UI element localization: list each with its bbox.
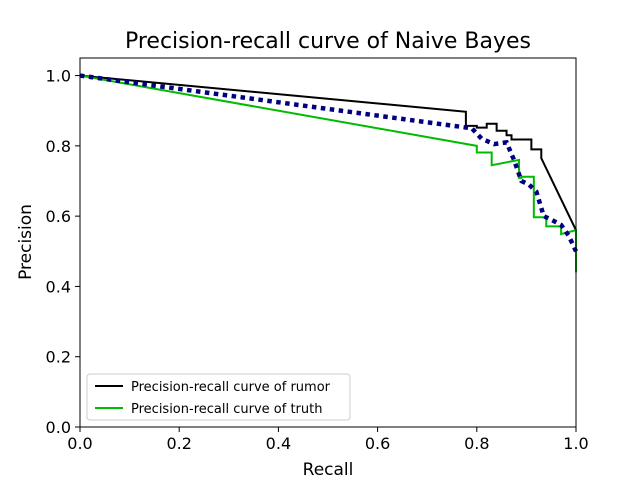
- y-tick-label: 0.4: [46, 277, 71, 296]
- x-axis-label: Recall: [303, 460, 354, 480]
- x-tick-label: 0.4: [266, 434, 291, 453]
- y-tick-label: 0.6: [46, 207, 71, 226]
- series-line-2: [79, 74, 577, 273]
- x-tick-label: 1.0: [563, 434, 588, 453]
- series-line-1: [79, 74, 577, 231]
- plot-area: [79, 73, 579, 273]
- y-axis-label: Precision: [16, 204, 36, 280]
- y-tick-label: 0.8: [46, 137, 71, 156]
- x-axis: 0.0 0.2 0.4 0.6 0.8 1.0: [67, 427, 589, 453]
- legend-label: Precision-recall curve of truth: [131, 402, 322, 417]
- series-line-3: [79, 73, 579, 253]
- y-tick-label: 0.2: [46, 348, 71, 367]
- x-tick-label: 0.8: [464, 434, 489, 453]
- chart-title: Precision-recall curve of Naive Bayes: [125, 29, 531, 54]
- x-tick-label: 0.6: [365, 434, 390, 453]
- legend-label: Precision-recall curve of rumor: [131, 380, 331, 395]
- y-tick-label: 0.0: [46, 418, 71, 437]
- x-tick-label: 0.2: [166, 434, 191, 453]
- legend: Precision-recall curve of rumor Precision…: [86, 373, 351, 421]
- x-tick-label: 0.0: [67, 434, 92, 453]
- y-axis: 0.0 0.2 0.4 0.6 0.8 1.0: [46, 67, 80, 437]
- legend-box: [86, 373, 351, 421]
- plot-frame: [79, 57, 577, 428]
- y-tick-label: 1.0: [46, 67, 71, 86]
